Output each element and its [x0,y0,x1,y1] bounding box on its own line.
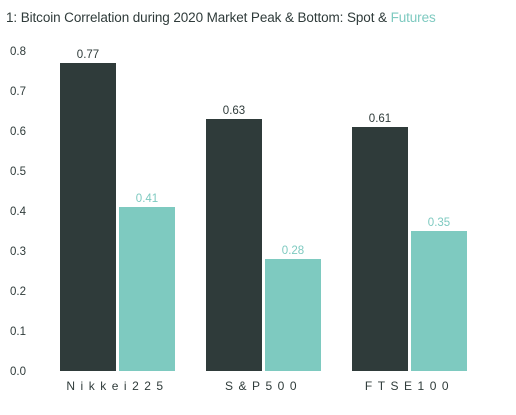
y-tick-label: 0.4 [10,206,27,218]
data-label-spot: 0.77 [77,49,99,61]
bar-futures [411,231,467,371]
y-tick-label: 0.2 [10,286,26,298]
data-label-futures: 0.28 [282,245,304,257]
y-tick-label: 0.7 [10,86,26,98]
data-label-spot: 0.63 [223,105,245,117]
bars [60,63,467,371]
x-tick-label: Nikkei225 [66,379,168,393]
y-tick-label: 0.6 [10,126,26,138]
bar-spot [206,119,262,371]
y-tick-label: 0.3 [10,246,26,258]
bar-futures [265,259,321,371]
bar-spot [352,127,408,371]
chart-title-futures: Futures [390,10,436,25]
y-axis-ticks: 0.0 0.1 0.2 0.3 0.4 0.5 0.6 0.7 0.8 [10,46,27,378]
bar-futures [119,207,175,371]
x-tick-label: S&P500 [225,379,302,393]
data-labels: 0.77 0.63 0.61 0.41 0.28 0.35 [77,49,450,257]
y-tick-label: 0.1 [10,326,26,338]
x-axis-ticks: Nikkei225 S&P500 FTSE100 [66,379,454,393]
y-tick-label: 0.0 [10,366,26,378]
data-label-futures: 0.41 [136,193,158,205]
data-label-spot: 0.61 [369,113,391,125]
y-tick-label: 0.5 [10,166,26,178]
chart-title-text: 1: Bitcoin Correlation during 2020 Marke… [6,10,391,25]
y-tick-label: 0.8 [10,46,26,58]
x-tick-label: FTSE100 [365,379,454,393]
bar-spot [60,63,116,371]
chart-title: 1: Bitcoin Correlation during 2020 Marke… [6,10,436,25]
data-label-futures: 0.35 [428,217,450,229]
